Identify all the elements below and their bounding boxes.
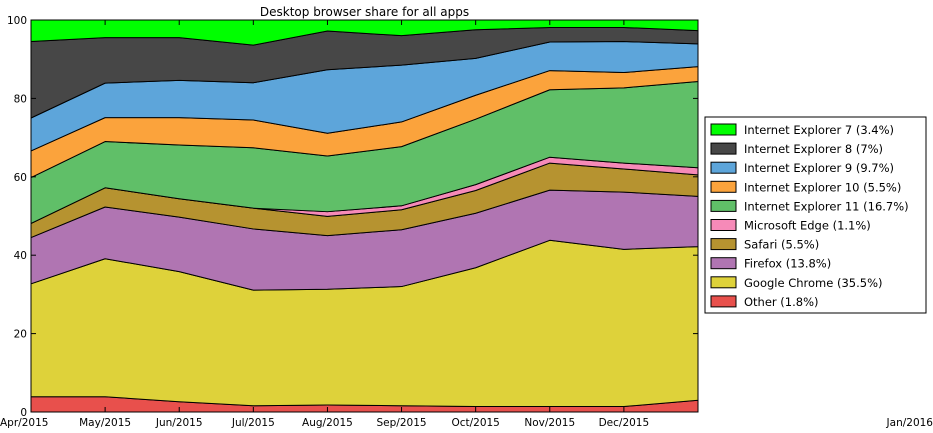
legend-swatch [710, 161, 737, 174]
x-tick-label: Sep/2015 [377, 417, 427, 429]
legend-swatch [710, 276, 737, 289]
legend-swatch [710, 295, 737, 308]
chart-title: Desktop browser share for all apps [260, 5, 469, 19]
x-tick-label: Jul/2015 [231, 417, 275, 429]
legend-item-edge: Microsoft Edge (1.1%) [710, 219, 871, 233]
legend-swatch [710, 257, 737, 270]
legend-item-ie10: Internet Explorer 10 (5.5%) [710, 180, 901, 194]
legend-label: Internet Explorer 8 (7%) [744, 142, 883, 156]
x-tick-label: Nov/2015 [524, 417, 575, 429]
x-tick-label: Jun/2015 [155, 417, 203, 429]
legend-swatch [710, 180, 737, 193]
x-tick-label: Oct/2015 [451, 417, 499, 429]
plot-frame [30, 19, 699, 413]
legend-item-ie8: Internet Explorer 8 (7%) [710, 142, 883, 156]
legend-swatch [710, 123, 737, 136]
legend-item-ie9: Internet Explorer 9 (9.7%) [710, 161, 894, 175]
area-layers [30, 19, 699, 413]
legend-label: Internet Explorer 11 (16.7%) [744, 199, 909, 213]
legend-label: Microsoft Edge (1.1%) [744, 219, 871, 233]
y-tick-label: 80 [14, 93, 27, 105]
legend-item-ie7: Internet Explorer 7 (3.4%) [710, 123, 894, 137]
legend-frame [704, 116, 927, 314]
x-tick-label: Jan/2016 [886, 417, 933, 429]
legend-swatch [710, 199, 737, 212]
y-tick-label: 100 [7, 15, 27, 27]
legend-item-ie11: Internet Explorer 11 (16.7%) [710, 199, 909, 213]
legend-label: Google Chrome (35.5%) [744, 276, 882, 290]
legend-label: Firefox (13.8%) [744, 257, 831, 271]
x-axis: Apr/2015 May/2015 Jun/2015 Jul/2015 Aug/2015… [0, 20, 933, 429]
legend-item-chrome: Google Chrome (35.5%) [710, 276, 882, 290]
legend-label: Safari (5.5%) [744, 238, 819, 252]
y-tick-label: 20 [14, 329, 27, 341]
y-tick-label: 60 [14, 172, 27, 184]
legend-item-firefox: Firefox (13.8%) [710, 257, 831, 271]
x-tick-label: Apr/2015 [0, 417, 48, 429]
legend-label: Internet Explorer 7 (3.4%) [744, 123, 894, 137]
legend: Internet Explorer 7 (3.4%) Internet Explo… [704, 116, 927, 314]
legend-item-other: Other (1.8%) [710, 295, 819, 309]
x-tick-label: Dec/2015 [599, 417, 650, 429]
legend-item-safari: Safari (5.5%) [710, 238, 819, 252]
legend-swatch [710, 219, 737, 231]
legend-label: Internet Explorer 9 (9.7%) [744, 161, 894, 175]
x-tick-label: Aug/2015 [302, 417, 353, 429]
y-tick-label: 40 [14, 250, 27, 262]
legend-swatch [710, 238, 737, 251]
y-axis: 0 20 40 60 80 100 [7, 15, 698, 419]
y-tick-label: 0 [20, 407, 27, 419]
legend-swatch [710, 142, 737, 155]
legend-label: Internet Explorer 10 (5.5%) [744, 180, 901, 194]
legend-label: Other (1.8%) [744, 295, 819, 309]
x-tick-label: May/2015 [79, 417, 131, 429]
